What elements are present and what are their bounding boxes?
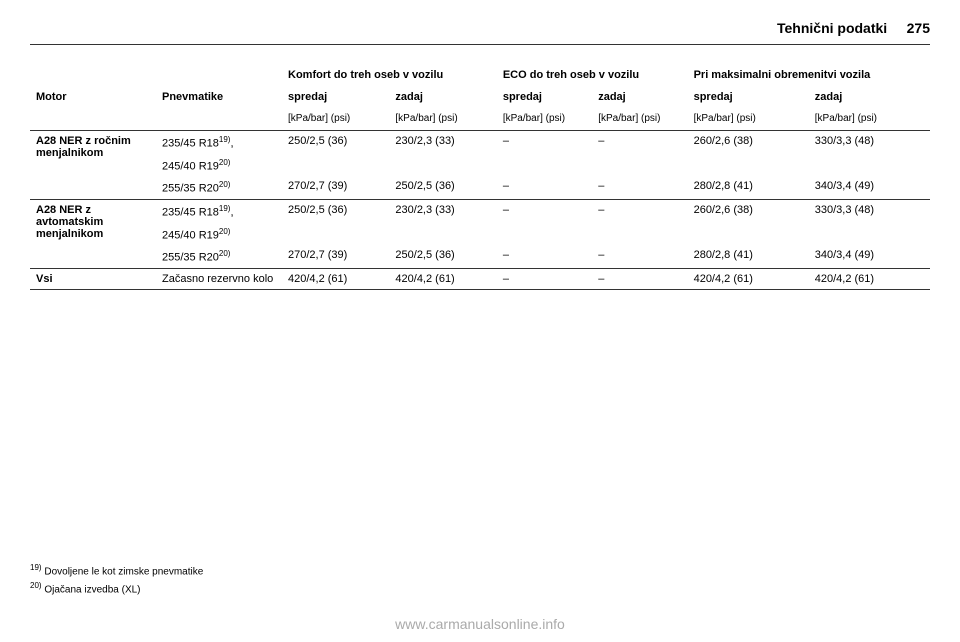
- value-cell: 250/2,5 (36): [282, 131, 389, 177]
- tire-cell: 235/45 R1819),: [156, 131, 282, 154]
- value-cell: 330/3,3 (48): [809, 131, 930, 177]
- table-row: 255/35 R2020) 270/2,7 (39) 250/2,5 (36) …: [30, 245, 930, 268]
- tire-cell: 235/45 R1819),: [156, 199, 282, 222]
- value-cell: –: [497, 176, 592, 199]
- tire-cell: 245/40 R1920): [156, 154, 282, 177]
- value-cell: 280/2,8 (41): [688, 176, 809, 199]
- motor-cell: Vsi: [30, 268, 156, 289]
- tire-pressure-table: Komfort do treh oseb v vozilu ECO do tre…: [30, 65, 930, 290]
- unit-label: [kPa/bar] (psi): [497, 109, 592, 131]
- group-comfort: Komfort do treh oseb v vozilu: [282, 65, 497, 87]
- col-motor: Motor: [30, 87, 156, 109]
- unit-label: [kPa/bar] (psi): [389, 109, 496, 131]
- table-row: A28 NER z avtomatskim menjalnikom 235/45…: [30, 199, 930, 222]
- col-eco-rear: zadaj: [592, 87, 687, 109]
- value-cell: 280/2,8 (41): [688, 245, 809, 268]
- table-row: 255/35 R2020) 270/2,7 (39) 250/2,5 (36) …: [30, 176, 930, 199]
- value-cell: –: [497, 199, 592, 245]
- value-cell: 260/2,6 (38): [688, 199, 809, 245]
- value-cell: 340/3,4 (49): [809, 176, 930, 199]
- value-cell: –: [592, 176, 687, 199]
- value-cell: –: [592, 245, 687, 268]
- table-row: Vsi Začasno rezervno kolo 420/4,2 (61) 4…: [30, 268, 930, 289]
- tire-cell: 245/40 R1920): [156, 223, 282, 246]
- table-row: A28 NER z ročnim menjalnikom 235/45 R181…: [30, 131, 930, 154]
- value-cell: 420/4,2 (61): [688, 268, 809, 289]
- col-eco-front: spredaj: [497, 87, 592, 109]
- tire-cell: Začasno rezervno kolo: [156, 268, 282, 289]
- value-cell: 250/2,5 (36): [389, 176, 496, 199]
- col-comfort-front: spredaj: [282, 87, 389, 109]
- tire-cell: 255/35 R2020): [156, 176, 282, 199]
- group-max: Pri maksimalni obremenitvi vozila: [688, 65, 930, 87]
- value-cell: –: [497, 245, 592, 268]
- col-max-rear: zadaj: [809, 87, 930, 109]
- value-cell: 420/4,2 (61): [389, 268, 496, 289]
- motor-cell: A28 NER z ročnim menjalnikom: [30, 131, 156, 200]
- col-tires: Pnevmatike: [156, 87, 282, 109]
- value-cell: –: [592, 131, 687, 177]
- value-cell: 330/3,3 (48): [809, 199, 930, 245]
- value-cell: –: [592, 199, 687, 245]
- page-number: 275: [907, 20, 930, 36]
- value-cell: –: [592, 268, 687, 289]
- tire-cell: 255/35 R2020): [156, 245, 282, 268]
- value-cell: 420/4,2 (61): [809, 268, 930, 289]
- unit-label: [kPa/bar] (psi): [809, 109, 930, 131]
- value-cell: 340/3,4 (49): [809, 245, 930, 268]
- value-cell: 250/2,5 (36): [389, 245, 496, 268]
- value-cell: 420/4,2 (61): [282, 268, 389, 289]
- unit-label: [kPa/bar] (psi): [688, 109, 809, 131]
- value-cell: –: [497, 131, 592, 177]
- unit-label: [kPa/bar] (psi): [592, 109, 687, 131]
- value-cell: 260/2,6 (38): [688, 131, 809, 177]
- group-eco: ECO do treh oseb v vozilu: [497, 65, 688, 87]
- page-header: Tehnični podatki 275: [30, 20, 930, 45]
- watermark: www.carmanualsonline.info: [395, 616, 565, 632]
- motor-cell: A28 NER z avtomatskim menjalnikom: [30, 199, 156, 268]
- footnote-20: 20) Ojačana izvedba (XL): [30, 580, 203, 597]
- value-cell: 270/2,7 (39): [282, 245, 389, 268]
- col-max-front: spredaj: [688, 87, 809, 109]
- unit-label: [kPa/bar] (psi): [282, 109, 389, 131]
- value-cell: –: [497, 268, 592, 289]
- value-cell: 230/2,3 (33): [389, 131, 496, 177]
- header-title: Tehnični podatki: [777, 20, 887, 36]
- footnotes: 19) Dovoljene le kot zimske pnevmatike 2…: [30, 562, 203, 597]
- value-cell: 230/2,3 (33): [389, 199, 496, 245]
- col-comfort-rear: zadaj: [389, 87, 496, 109]
- footnote-19: 19) Dovoljene le kot zimske pnevmatike: [30, 562, 203, 579]
- value-cell: 250/2,5 (36): [282, 199, 389, 245]
- value-cell: 270/2,7 (39): [282, 176, 389, 199]
